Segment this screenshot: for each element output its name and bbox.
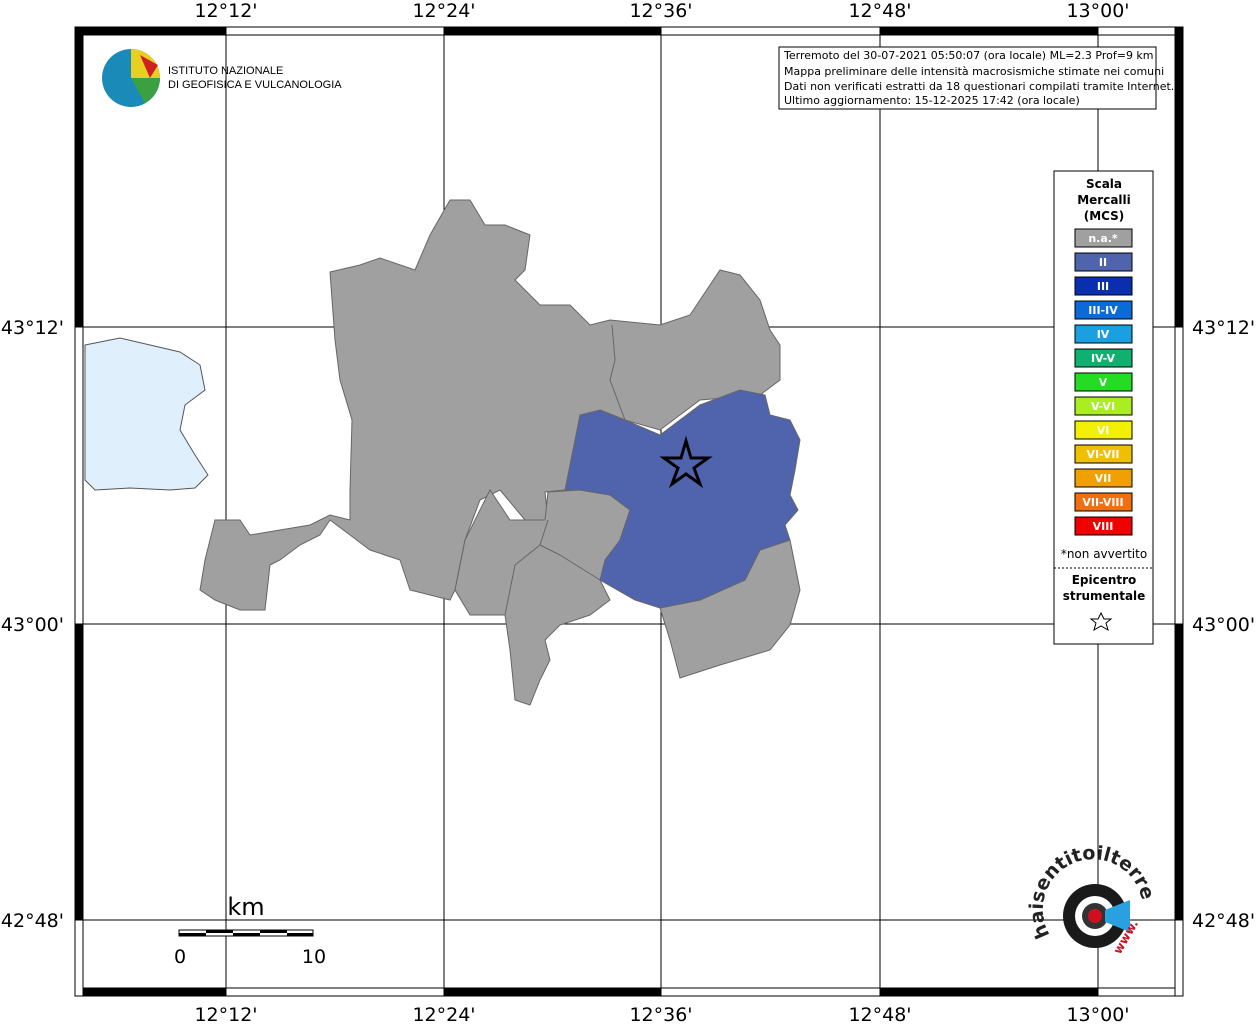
- info-line: Mappa preliminare delle intensità macros…: [784, 65, 1164, 78]
- border-segment: [1174, 919, 1184, 997]
- border-segment: [443, 26, 662, 36]
- logo-text: ISTITUTO NAZIONALE: [168, 65, 283, 77]
- legend-epicenter: Epicentro: [1072, 573, 1137, 587]
- epicenter-star: [659, 435, 713, 489]
- lake: [84, 337, 209, 491]
- border-segment: [660, 26, 881, 36]
- legend-swatch: [1074, 396, 1133, 416]
- info-line: Ultimo aggiornamento: 15-12-2025 17:42 (…: [784, 94, 1080, 107]
- border-segment: [74, 987, 227, 997]
- legend-swatch: [1074, 252, 1133, 272]
- legend-label: VII-VIII: [1082, 496, 1123, 509]
- border-segment: [443, 987, 662, 997]
- legend-swatch: [1074, 276, 1133, 296]
- lon-label: 12°24': [412, 0, 475, 22]
- border-segment: [74, 623, 84, 921]
- border-segment: [74, 26, 84, 328]
- border-segment: [879, 26, 1099, 36]
- scale-tick: 0: [174, 946, 186, 968]
- legend-label: n.a.*: [1088, 232, 1118, 245]
- legend-label: VII: [1095, 472, 1112, 485]
- scale-bar: [178, 929, 314, 937]
- watermark-logo: [1063, 884, 1130, 948]
- border-segment: [225, 26, 445, 36]
- scale-tick: 10: [302, 946, 326, 968]
- border-segment: [74, 26, 227, 36]
- legend-label: IV: [1097, 328, 1110, 341]
- legend-label: VIII: [1093, 520, 1114, 533]
- info-line: Dati non verificati estratti da 18 quest…: [784, 80, 1174, 93]
- lon-label: 12°48': [848, 1004, 911, 1024]
- legend-title: (MCS): [1084, 209, 1125, 223]
- legend-epicenter: strumentale: [1063, 589, 1146, 603]
- legend-label: III-IV: [1088, 304, 1118, 317]
- lat-label: 43°12': [1, 317, 64, 339]
- border-segment: [879, 987, 1099, 997]
- legend-swatch: [1074, 228, 1133, 248]
- legend-swatch: [1074, 492, 1133, 512]
- border-segment: [1174, 623, 1184, 921]
- legend-title: Mercalli: [1077, 193, 1131, 207]
- legend-swatch: [1074, 444, 1133, 464]
- lon-label: 12°24': [412, 1004, 475, 1024]
- logo-text: DI GEOFISICA E VULCANOLOGIA: [168, 79, 342, 91]
- lon-label: 13°00': [1066, 1004, 1129, 1024]
- lon-label: 12°12': [194, 1004, 257, 1024]
- lon-label: 12°12': [194, 0, 257, 22]
- legend-note: *non avvertito: [1061, 547, 1147, 561]
- border-segment: [74, 326, 84, 625]
- legend-swatch: [1074, 324, 1133, 344]
- legend-swatch: [1074, 300, 1133, 320]
- legend-label: V: [1099, 376, 1108, 389]
- lat-label: 43°00': [1192, 614, 1255, 636]
- lat-label: 42°48': [1, 910, 64, 932]
- lat-label: 43°00': [1, 614, 64, 636]
- lat-label: 42°48': [1192, 910, 1255, 932]
- lat-label: 43°12': [1192, 317, 1255, 339]
- lon-label: 12°36': [629, 0, 692, 22]
- legend-star: [1089, 611, 1113, 632]
- map-border: [74, 26, 1184, 997]
- border-segment: [1097, 26, 1184, 36]
- municipalities: [199, 199, 801, 706]
- border-segment: [1174, 326, 1184, 625]
- border-segment: [74, 919, 84, 997]
- intensity-area: [564, 389, 801, 609]
- legend-swatch: [1074, 372, 1133, 392]
- legend-label: V-VI: [1091, 400, 1115, 413]
- info-box: [778, 46, 1157, 110]
- legend-label: VI-VII: [1086, 448, 1119, 461]
- legend-label: IV-V: [1091, 352, 1116, 365]
- lon-label: 12°36': [629, 1004, 692, 1024]
- legend-swatch: [1074, 348, 1133, 368]
- legend-label: II: [1099, 256, 1107, 269]
- border-segment: [225, 987, 445, 997]
- border-segment: [1174, 26, 1184, 328]
- info-line: Terremoto del 30-07-2021 05:50:07 (ora l…: [783, 49, 1154, 62]
- legend-label: VI: [1097, 424, 1110, 437]
- logo: [102, 49, 160, 107]
- scale-unit: km: [227, 893, 264, 921]
- legend-swatch: [1074, 516, 1133, 536]
- border-segment: [1097, 987, 1184, 997]
- lon-label: 12°48': [848, 0, 911, 22]
- border-segment: [660, 987, 881, 997]
- lon-label: 13°00': [1066, 0, 1129, 22]
- legend-swatch: [1074, 420, 1133, 440]
- legend-swatch: [1074, 468, 1133, 488]
- legend-label: III: [1097, 280, 1109, 293]
- legend-title: Scala: [1086, 177, 1122, 191]
